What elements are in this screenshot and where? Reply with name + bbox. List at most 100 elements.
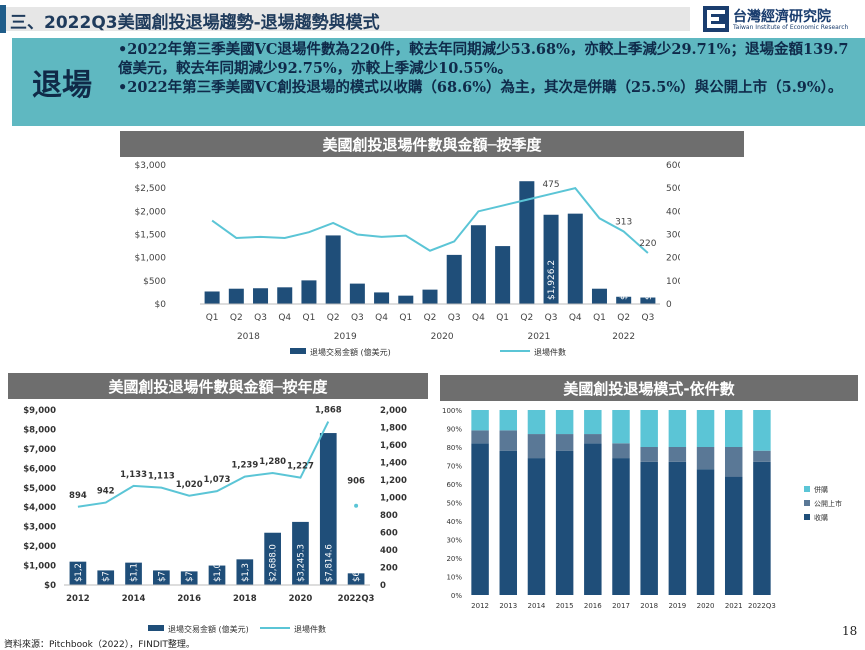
stacked-bar-segment [612,443,630,459]
y-left-tick-label: $4,000 [23,503,56,513]
stacked-bar-segment [584,410,602,435]
bar [277,287,293,304]
legend-label: 收購 [814,513,828,522]
quarterly-chart-title: 美國創投退場件數與金額─按季度 [120,131,744,157]
title-background [0,7,690,31]
title-bar: 三、2022Q3美國創投退場趨勢-退場趨勢與模式 台灣經濟研究院 Taiwan … [0,0,865,35]
x-tick-label: Q1 [496,313,509,323]
x-tick-label: 2016 [584,602,602,610]
stacked-bar-segment [499,430,518,451]
bar [567,213,583,304]
x-tick-label: 2015 [556,602,574,610]
quarterly-chart: $0 $500 $1,000 $1,500 $2,000 $2,500 $3,000 0 100… [135,161,681,357]
y-left-tick-label: $3,000 [135,161,167,171]
y-left-tick-label: $9,000 [23,406,56,416]
x-tick-label: Q4 [375,313,388,323]
series-line [211,187,649,254]
stacked-bar-segment [612,458,630,595]
legend-swatch [804,486,810,492]
summary-box: 退場 •2022年第三季美國VC退場件數為220件，較去年同期減少53.68%，… [12,38,865,126]
bar [208,565,226,585]
line-data-label: 1,280 [259,457,286,467]
y-left-tick-label: $1,000 [135,254,167,264]
y-tick-label: 70% [446,463,462,471]
stacked-bar-segment [555,410,574,435]
stacked-bar-segment [471,443,489,595]
bar [349,283,365,304]
x-tick-label: Q2 [327,313,340,323]
y-tick-label: 30% [446,537,462,545]
stacked-bar-segment [527,434,546,459]
page-number: 18 [842,624,858,638]
stacked-bar-segment [471,430,489,444]
bar [543,214,559,304]
legend-label: 退場交易金額 (億美元) [168,624,249,634]
annual-chart: $0 $1,000 $2,000 $3,000 $4,000 $5,000 $6,000 $7… [23,406,407,634]
stacked-bar-segment [584,443,602,595]
y-right-tick-label: 300 [666,231,680,241]
x-tick-label: 2021 [725,602,743,610]
x-tick-label: Q2 [520,313,533,323]
series-point [354,503,359,508]
summary-bullet: •2022年第三季美國VC退場件數為220件，較去年同期減少53.68%，亦較上… [118,41,849,77]
x-tick-label: Q2 [617,313,630,323]
x-tick-label: 2020 [697,602,715,610]
bar-data-label: $1,2 [74,563,84,582]
mode-chart-title: 美國創投退場模式-依件數 [440,375,858,401]
stacked-bar-segment [753,461,771,595]
bar-data-label: $7,814.6 [324,544,334,582]
x-tick-label: Q4 [472,313,485,323]
y-right-tick-label: 1,800 [380,424,407,434]
x-tick-label: 2022Q3 [748,602,776,610]
bar-data-label: $1,926.2 [547,260,557,300]
bar-data-label: $7 [157,571,167,582]
stacked-bar-segment [696,469,715,595]
x-tick-label: Q1 [399,313,412,323]
y-left-tick-label: $0 [155,300,167,310]
y-right-tick-label: 400 [666,207,680,217]
y-right-tick-label: 100 [666,277,680,287]
y-left-tick-label: $1,500 [135,231,167,241]
bar [422,289,438,304]
bar [253,288,269,304]
bar-data-label: $1,0 [213,563,223,582]
y-left-tick-label: $8,000 [23,425,56,435]
series-line [77,421,330,508]
source-note: 資料來源：Pitchbook（2022），FINDIT整理。 [4,640,195,650]
bar [347,573,365,585]
y-tick-label: 60% [446,481,462,489]
logo-subtext: Taiwan Institute of Economic Research [733,24,849,31]
x-tick-label: Q2 [424,313,437,323]
stacked-bar-segment [668,410,687,447]
x-tick-label: 2016 [177,594,201,604]
stacked-bar-segment [724,410,743,447]
bar-data-label: $6 [352,571,362,582]
stacked-bar-segment [640,410,658,447]
x-tick-label: Q3 [254,313,267,323]
bar [374,292,390,304]
stacked-bar-segment [612,410,630,444]
x-tick-label: 2014 [528,602,546,610]
stacked-bar-segment [696,447,715,470]
y-left-tick-label: $2,000 [23,542,56,552]
x-tick-label: Q2 [230,313,243,323]
line-data-label: 1,227 [287,462,314,472]
x-tick-label: Q1 [303,313,316,323]
bar [204,291,220,304]
line-data-label: 1,239 [231,461,258,471]
y-right-tick-label: 1,200 [380,476,407,486]
stacked-bar-segment [668,461,687,595]
y-right-tick-label: 800 [380,511,398,521]
x-tick-label: Q4 [569,313,582,323]
bar-data-label: $156.1 [620,269,630,301]
bar [616,296,632,304]
line-data-label: 1,073 [204,475,231,485]
y-right-tick-label: 600 [380,529,398,539]
x-tick-label: Q3 [545,313,558,323]
y-left-tick-label: $500 [143,277,166,287]
line-data-label: 906 [347,477,365,487]
legend-label: 退場件數 [294,624,326,634]
bar-data-label: $1,3 [241,563,251,582]
y-left-tick-label: $3,000 [23,523,56,533]
annual-chart-title: 美國創投退場件數與金額─按年度 [8,373,428,399]
